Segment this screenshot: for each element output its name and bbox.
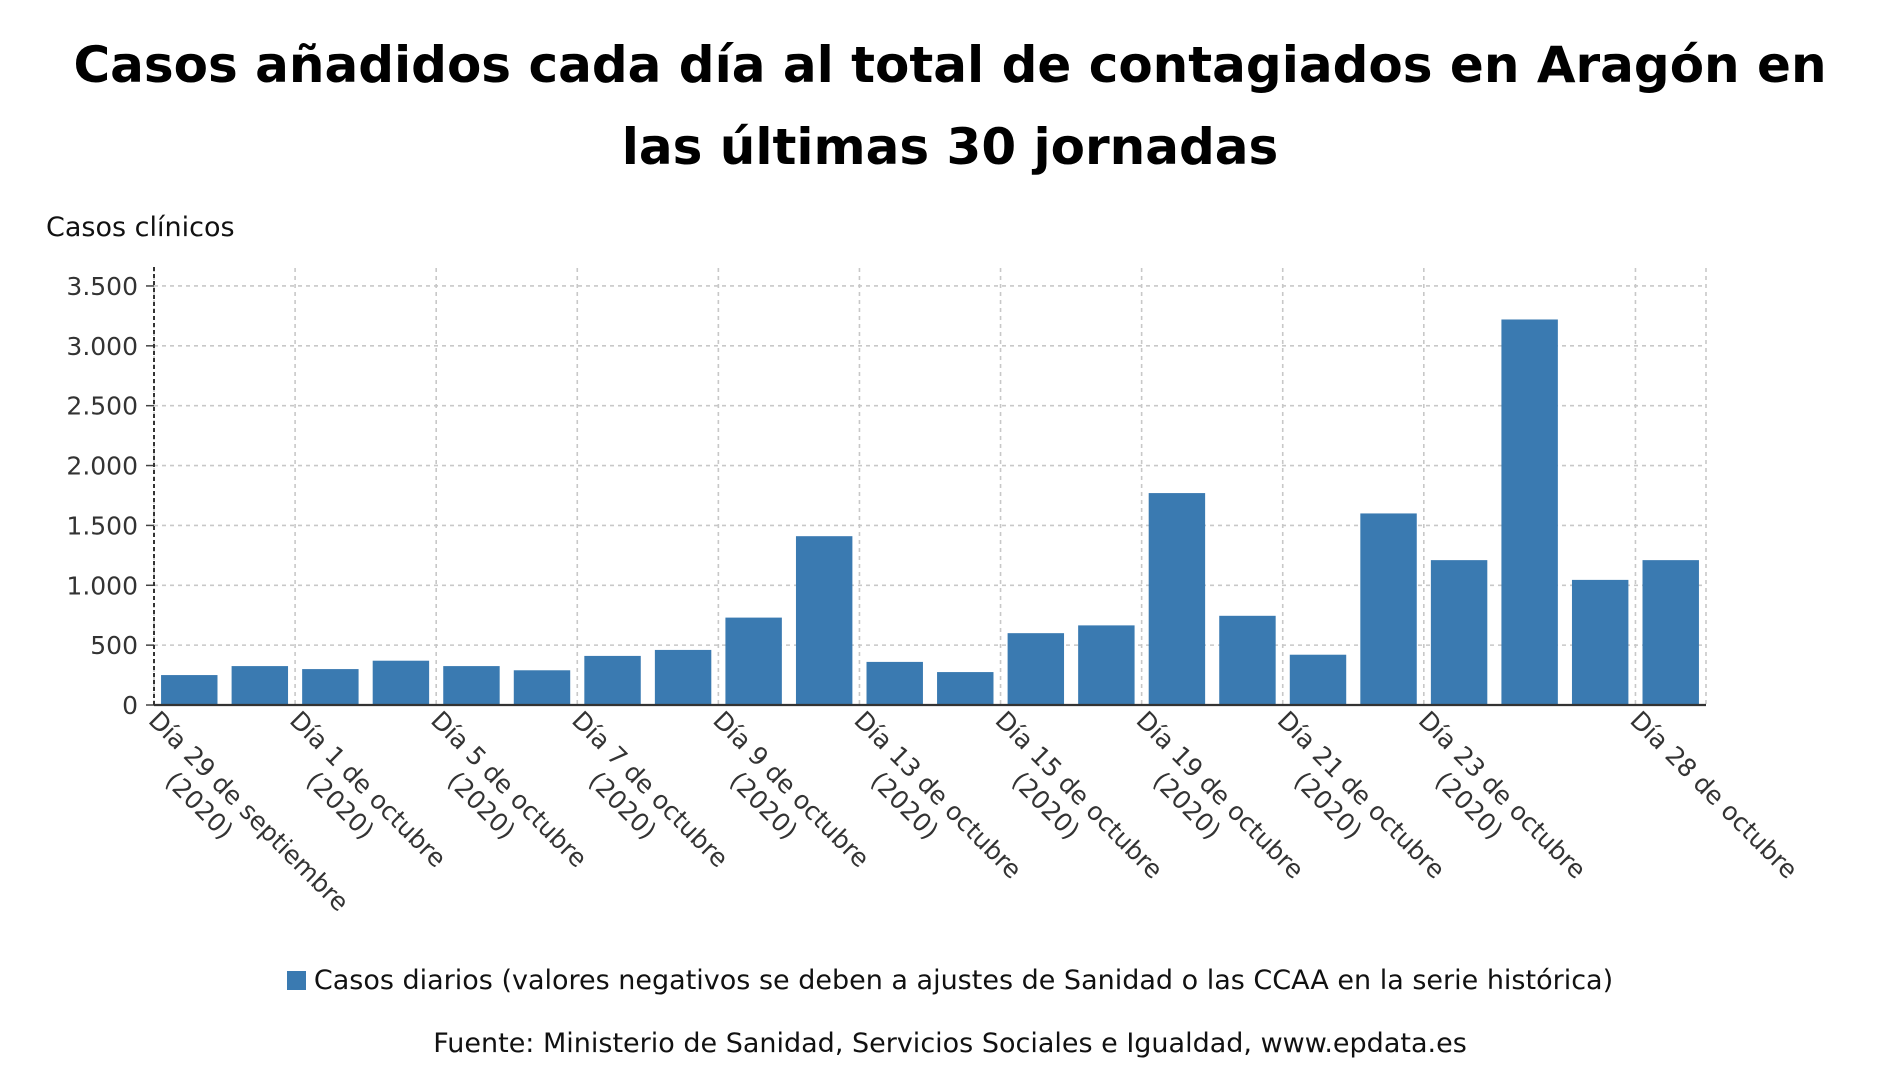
bar — [1501, 319, 1558, 705]
x-tick-label: Día 15 de octubre(2020) — [990, 705, 1169, 884]
y-tick-label: 2.500 — [66, 392, 138, 421]
bar — [1430, 560, 1488, 705]
bar — [1007, 633, 1065, 705]
bar — [866, 661, 923, 705]
bar — [584, 655, 641, 705]
bar — [1642, 560, 1699, 705]
x-tick-label: Día 23 de octubre(2020) — [1413, 705, 1592, 884]
x-tick-label-line: Día 28 de octubre — [1624, 705, 1803, 884]
y-tick-labels: 0 500 1.000 1.500 2.000 2.500 3.000 3.500 — [66, 272, 138, 720]
y-tick-label: 3.500 — [66, 272, 138, 301]
bar — [231, 666, 289, 705]
y-tick-label: 1.500 — [66, 511, 138, 540]
bars — [161, 319, 1699, 705]
x-tick-label: Día 13 de octubre(2020) — [848, 705, 1027, 884]
y-tick-label: 2.000 — [66, 452, 138, 481]
y-tick-label: 3.000 — [66, 332, 138, 361]
legend: Casos diarios (valores negativos se debe… — [0, 965, 1900, 996]
legend-swatch — [286, 971, 306, 990]
axes — [146, 267, 1706, 707]
bar-chart: 0 500 1.000 1.500 2.000 2.500 3.000 3.500 Día 2… — [66, 267, 1803, 917]
bar — [513, 670, 571, 705]
source-note: Fuente: Ministerio de Sanidad, Servicios… — [433, 1028, 1467, 1059]
y-axis-label: Casos clínicos — [46, 212, 235, 243]
bar — [1078, 625, 1135, 705]
bar — [443, 666, 500, 705]
bar — [1289, 654, 1347, 705]
bar — [795, 536, 853, 705]
bar — [1360, 513, 1417, 705]
bar — [1571, 579, 1629, 705]
bar — [161, 675, 218, 705]
y-tick-label: 1.000 — [66, 571, 138, 600]
x-tick-label: Día 28 de octubre — [1624, 705, 1803, 884]
x-tick-label: Día 21 de octubre(2020) — [1272, 705, 1451, 884]
y-tick-label: 500 — [90, 631, 138, 660]
bar — [937, 672, 994, 705]
chart-title: Casos añadidos cada día al total de cont… — [73, 36, 1827, 176]
bar — [654, 649, 712, 705]
x-tick-labels: Día 29 de septiembre(2020) Día 1 de octub… — [143, 705, 1803, 917]
legend-label: Casos diarios (valores negativos se debe… — [313, 965, 1614, 996]
y-tick-label: 0 — [122, 691, 138, 720]
bar — [1219, 615, 1276, 705]
bar — [302, 669, 359, 705]
bar — [372, 660, 430, 705]
bar — [1148, 493, 1206, 705]
x-tick-label: Día 19 de octubre(2020) — [1131, 705, 1310, 884]
bar — [725, 617, 782, 705]
